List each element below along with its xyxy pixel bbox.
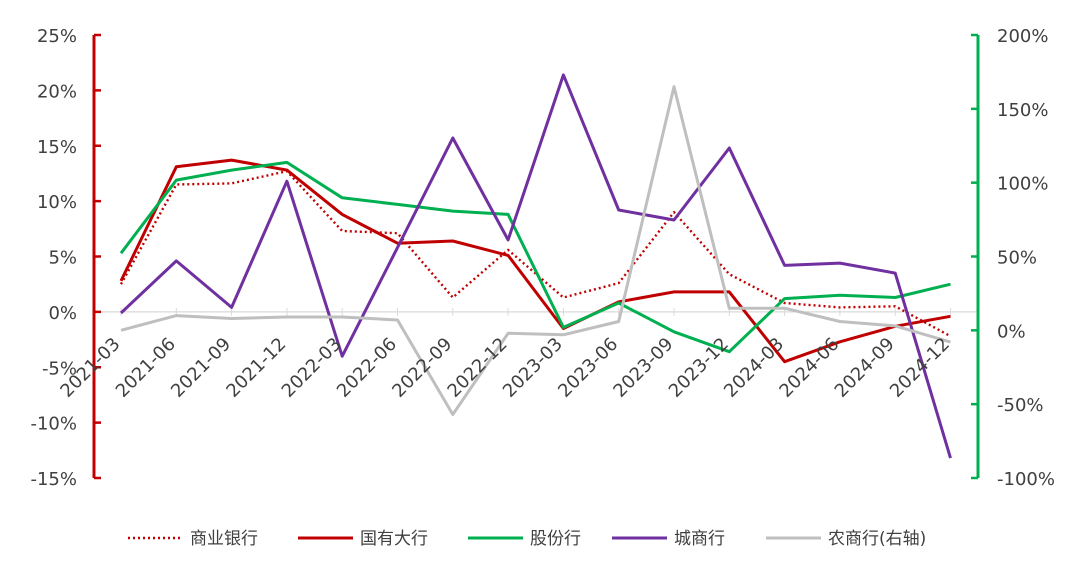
- right-y-tick-label: 50%: [997, 248, 1037, 269]
- axes-layer: -15% -10% -5% 0% 5% 10% 15% 20% 25% -100% -50% 0% 50…: [30, 26, 1054, 490]
- x-tick-label: 2023-09: [609, 334, 677, 402]
- right-y-tick-label: 200%: [997, 26, 1048, 47]
- right-y-tick-label: 150%: [997, 100, 1048, 121]
- right-y-tick-label: 0%: [997, 321, 1026, 342]
- left-y-tick-label: 25%: [37, 26, 77, 47]
- legend: 商业银行 国有大行 股份行 城商行 农商行(右轴): [128, 529, 926, 549]
- series-line: [120, 85, 951, 416]
- x-tick-labels-layer: 2021-032021-062021-092021-122022-032022-…: [56, 334, 954, 402]
- legend-label: 国有大行: [360, 529, 428, 549]
- left-y-tick-label: 15%: [37, 137, 77, 158]
- right-y-tick-label: -50%: [997, 395, 1044, 416]
- x-tick-label: 2021-06: [112, 334, 180, 402]
- legend-label: 股份行: [530, 529, 581, 549]
- legend-label: 农商行(右轴): [828, 529, 926, 549]
- x-tick-label: 2021-12: [222, 334, 290, 402]
- series-line: [119, 160, 951, 354]
- x-tick-label: 2024-09: [831, 334, 899, 402]
- x-tick-label: 2024-06: [775, 334, 843, 402]
- left-y-tick-label: -15%: [30, 469, 77, 490]
- x-tick-label: 2022-12: [444, 334, 512, 402]
- series-line: [119, 73, 952, 459]
- right-y-tick-label: -100%: [997, 469, 1055, 490]
- zero-line-layer: [94, 307, 978, 316]
- series-layer: [119, 73, 952, 459]
- x-tick-label: 2021-09: [167, 334, 235, 402]
- left-y-tick-label: 20%: [37, 81, 77, 102]
- left-y-tick-label: 0%: [48, 303, 77, 324]
- left-y-tick-label: -5%: [42, 358, 77, 379]
- x-tick-label: 2022-06: [333, 334, 401, 402]
- series-line: [119, 158, 951, 364]
- x-tick-label: 2022-03: [278, 334, 346, 402]
- x-tick-label: 2024-03: [720, 334, 788, 402]
- left-y-tick-label: -10%: [30, 414, 77, 435]
- right-y-tick-label: 100%: [997, 174, 1048, 195]
- left-y-tick-label: 10%: [37, 192, 77, 213]
- x-tick-label: 2023-03: [499, 334, 567, 402]
- x-tick-label: 2022-09: [388, 334, 456, 402]
- x-tick-label: 2024-12: [886, 334, 954, 402]
- x-tick-label: 2023-12: [665, 334, 733, 402]
- left-y-tick-label: 5%: [48, 248, 77, 269]
- x-tick-label: 2023-06: [554, 334, 622, 402]
- legend-label: 商业银行: [190, 529, 258, 549]
- legend-label: 城商行: [674, 529, 725, 549]
